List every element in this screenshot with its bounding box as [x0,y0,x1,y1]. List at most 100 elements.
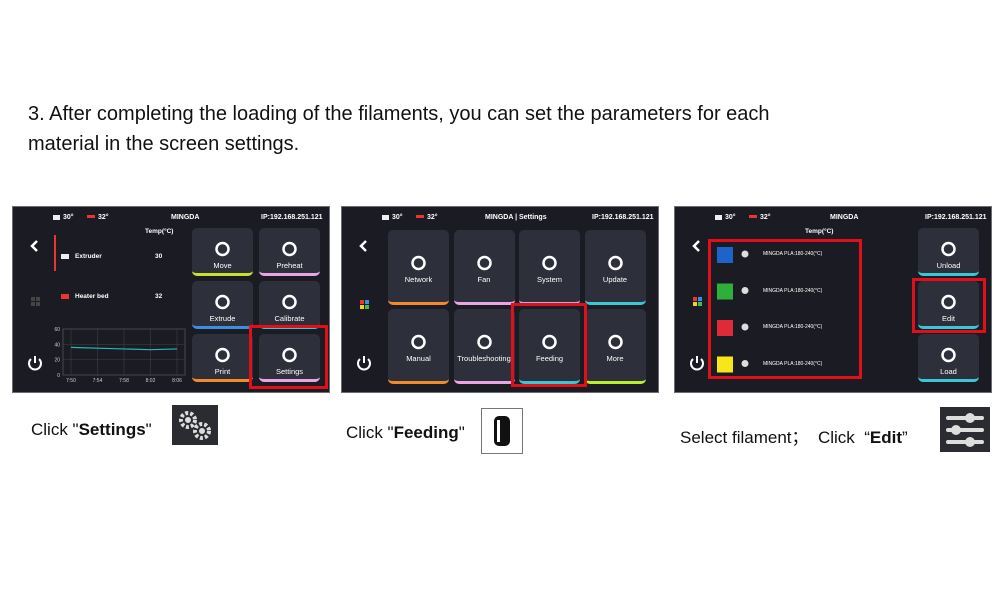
button-label: Fan [477,275,491,284]
caption-bold: Edit [869,428,902,447]
screen-title: MINGDA [171,214,200,221]
button-label: Extrude [209,314,236,323]
menu-button[interactable]: Edit [918,281,979,329]
button-icon [215,347,230,363]
filament-name[interactable]: MINGDA PLA:180-240(°C) [763,287,823,294]
button-icon [941,347,956,363]
button-label: Manual [406,354,431,363]
spool-icon [741,360,749,367]
button-label: Network [404,275,433,284]
button-icon [476,255,492,271]
nozzle-icon [715,215,722,220]
menu-button[interactable]: Calibrate [259,281,320,329]
settings-icon [172,405,218,445]
temp-value: 30 [155,253,163,260]
caption-text: " [458,423,465,442]
icon-layer: 0 20 40 60 7:50 7:54 7:58 8:02 8:06 [28,215,186,384]
button-icon [941,294,956,310]
button-icon [941,294,956,310]
menu-button[interactable]: Fan [453,230,515,305]
button-label: Feeding [535,354,564,363]
apps-icon [365,305,369,309]
button-label: More [606,354,624,363]
apps-icon [31,297,35,301]
menu-button[interactable]: Update [584,230,646,305]
edit-icon [940,407,990,452]
button-label: Calibrate [274,314,305,323]
button-icon [215,241,230,257]
caption-text: ” [902,428,908,447]
bed-icon [416,215,424,218]
button-icon [282,294,297,310]
icon-layer [357,215,424,371]
filament-color [717,320,733,336]
apps-icon [31,302,35,306]
menu-button[interactable]: Troubleshooting [453,309,515,384]
caption-text: " [145,420,152,439]
menu-button[interactable]: Print [192,334,253,382]
button-label: Troubleshooting [457,354,511,363]
button-icon [411,255,426,271]
filament-name[interactable]: MINGDA PLA:180-240(°C) [763,324,823,330]
spool-icon [741,287,749,294]
caption: Click "Settings" [31,420,152,440]
power-icon [357,358,371,371]
highlight-box [912,278,986,333]
apps-icon [360,300,364,304]
button-label: Unload [936,261,961,270]
screen-title: MINGDA [830,214,859,221]
menu-button[interactable]: Settings [259,334,320,382]
menu-button[interactable]: Extrude [192,281,253,329]
button-icon [282,347,297,363]
menu-button[interactable]: Manual [388,309,449,384]
menu-button[interactable]: Move [192,228,253,276]
button-label: Preheat [276,261,303,270]
button-icon [215,347,230,363]
caption: Click "Feeding" [346,423,465,443]
menu-button[interactable]: Feeding [519,309,580,384]
button-icon [607,334,623,350]
nozzle-temp: 30° [63,214,74,221]
ip-address: IP:192.168.251.121 [261,214,323,221]
active-bar [54,235,56,271]
menu-button[interactable]: Preheat [259,228,320,276]
button-icon [542,255,557,271]
button-label: Print [214,367,231,376]
spool-icon [741,323,749,331]
apps-icon [360,305,364,309]
x-tick-label: 8:02 [146,378,156,384]
button-icon [941,241,956,257]
menu-button[interactable]: Network [388,230,449,305]
caption-text: Click " [346,423,394,442]
bed-temp: 32° [760,214,771,221]
menu-button[interactable]: System [519,230,580,305]
bed-temp: 32° [98,214,109,221]
filament-name[interactable]: MINGDA PLA:180-240(°C) [763,360,823,367]
heater-icon [61,294,69,299]
apps-icon [36,297,40,301]
ip-address: IP:192.168.251.121 [925,214,987,221]
menu-button[interactable]: Load [918,334,979,382]
filament-color [717,247,733,263]
button-icon [476,334,492,350]
screen-filament: 30° 32° MINGDA IP:192.168.251.121 Temp(°C) MI… [674,206,992,393]
temp-value: 32 [155,293,163,300]
menu-button[interactable]: More [584,309,646,384]
button-label: Update [602,275,628,284]
instruction-line: 3. After completing the loading of the f… [28,103,770,125]
button-icon [282,347,297,363]
temp-header: Temp(°C) [805,228,834,235]
back-arrow [30,240,38,252]
screen-settings: 30° 32° MINGDA | Settings IP:192.168.251.12… [341,206,659,393]
x-tick-label: 7:58 [119,378,129,384]
screen-title: MINGDA | Settings [485,214,547,221]
button-icon [282,241,297,257]
y-tick-label: 40 [54,342,60,348]
spool-icon [741,250,749,258]
back-arrow [692,240,700,252]
caption-text: Click " [31,420,79,439]
menu-button[interactable]: Unload [918,228,979,276]
filament-name[interactable]: MINGDA PLA:180-240(°C) [763,251,823,257]
button-icon [607,255,623,271]
x-tick-label: 7:54 [93,378,103,384]
